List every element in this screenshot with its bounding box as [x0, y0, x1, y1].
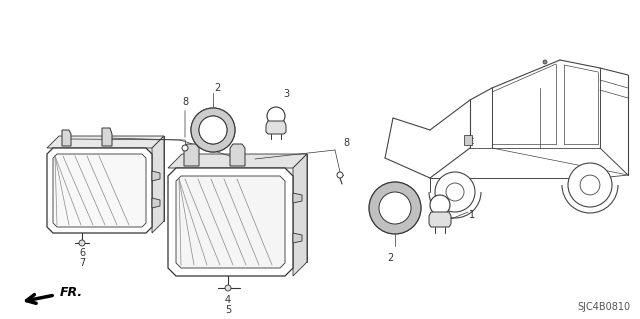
Polygon shape — [102, 128, 112, 146]
Circle shape — [446, 183, 464, 201]
Polygon shape — [293, 193, 302, 203]
Polygon shape — [152, 171, 160, 181]
Circle shape — [568, 163, 612, 207]
Text: 4: 4 — [225, 295, 231, 305]
Polygon shape — [168, 168, 293, 276]
Text: 7: 7 — [79, 258, 85, 268]
Polygon shape — [47, 148, 152, 233]
Text: 2: 2 — [387, 253, 393, 263]
Polygon shape — [62, 130, 71, 146]
Text: 1: 1 — [469, 210, 475, 220]
Circle shape — [225, 285, 231, 291]
Text: SJC4B0810: SJC4B0810 — [577, 302, 630, 312]
Circle shape — [435, 172, 475, 212]
Circle shape — [267, 107, 285, 125]
Polygon shape — [429, 212, 451, 227]
Text: 2: 2 — [214, 83, 220, 93]
Polygon shape — [47, 136, 164, 148]
Circle shape — [199, 116, 227, 144]
Polygon shape — [266, 121, 286, 134]
Text: 8: 8 — [343, 138, 349, 148]
Polygon shape — [293, 154, 307, 276]
Polygon shape — [230, 144, 245, 166]
Polygon shape — [176, 176, 285, 268]
Polygon shape — [152, 198, 160, 208]
Circle shape — [430, 195, 450, 215]
Circle shape — [199, 116, 227, 144]
Polygon shape — [293, 233, 302, 243]
Polygon shape — [184, 144, 199, 166]
Circle shape — [182, 145, 188, 151]
Polygon shape — [59, 136, 164, 221]
Circle shape — [337, 172, 343, 178]
Polygon shape — [152, 136, 164, 233]
Bar — [464, 135, 472, 145]
Text: 5: 5 — [225, 305, 231, 315]
Text: 8: 8 — [182, 97, 188, 107]
Polygon shape — [182, 154, 307, 262]
Text: 3: 3 — [283, 89, 289, 99]
Polygon shape — [168, 154, 307, 168]
Circle shape — [191, 108, 235, 152]
Circle shape — [379, 192, 411, 224]
Circle shape — [543, 60, 547, 64]
Text: 6: 6 — [79, 248, 85, 258]
Circle shape — [580, 175, 600, 195]
Polygon shape — [53, 154, 146, 227]
Text: FR.: FR. — [60, 286, 83, 300]
Circle shape — [79, 240, 85, 246]
